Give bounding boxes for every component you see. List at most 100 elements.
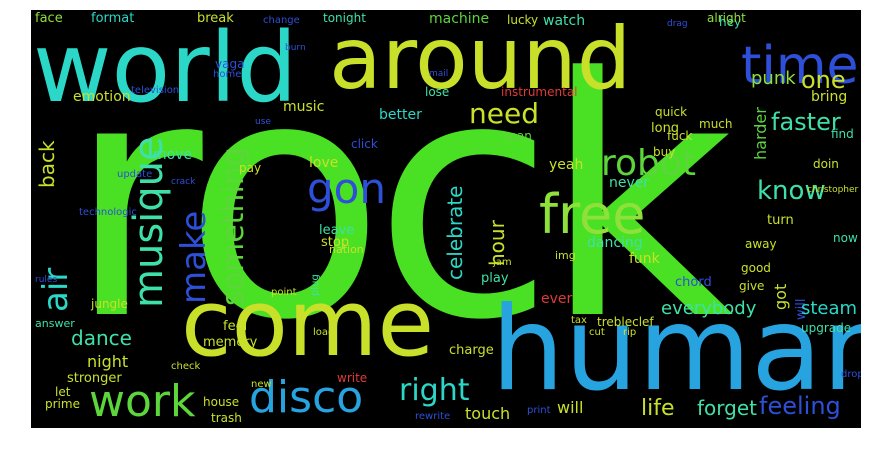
word-span: span [503,129,532,143]
word-gon: gon [307,164,386,213]
word-emotion: emotion [73,89,131,105]
word-answer: answer [35,317,75,330]
word-long: long [651,121,680,136]
word-play: play [481,271,509,286]
word-feel: feel [223,319,248,334]
word-let: let [55,385,71,399]
word-dance: dance [71,326,132,350]
word-will-small: will [557,398,584,417]
word-jungle: jungle [91,297,128,311]
word-world: world [33,12,298,124]
word-change: change [263,15,300,26]
word-life: life [641,396,675,421]
word-give: give [739,279,765,293]
word-stop: stop [321,235,350,250]
word-ever: ever [541,291,573,307]
word-instrumental: instrumental [501,85,578,99]
word-chord: chord [675,275,712,290]
word-write: write [337,371,368,385]
word-tonight: tonight [323,11,366,25]
word-point: point [271,287,297,298]
word-much: much [699,117,733,131]
word-print: print [527,405,551,416]
word-quick: quick [655,105,688,119]
word-format: format [91,11,135,26]
word-new: new [251,379,272,390]
word-robot: robot [601,143,697,184]
word-harder: harder [751,107,770,160]
word-load: crack [171,177,196,187]
word-hey: hey [719,15,742,29]
word-bring: bring [811,89,848,105]
word-christopher: christopher [807,185,859,195]
word-steam: steam [801,298,858,319]
word-touch: touch [465,404,511,423]
word-break: break [197,11,234,26]
word-free: free [539,183,646,246]
word-need: need [469,97,539,130]
word-now: now [833,231,858,245]
word-dancing: dancing [587,235,643,251]
word-prime: prime [45,397,80,411]
word-turn: turn [767,213,794,228]
word-burn: burn [285,43,306,53]
word-move: move [153,147,193,163]
word-work: work [89,376,196,427]
word-cut: cut [589,327,605,338]
word-rules: rules [35,275,58,285]
word-tax: tax [571,315,587,326]
word-rip: rip [623,327,637,338]
word-stronger: stronger [67,371,122,386]
word-back: back [35,140,59,188]
word-around: around [329,10,632,109]
word-make: make [174,210,214,304]
word-better: better [379,107,422,123]
word-drag: drag [667,19,688,29]
word-watch: watch [543,13,586,29]
word-img: img [555,249,576,262]
word-pay: pay [239,161,262,175]
word-jam: jam [493,257,512,268]
word-forget: forget [697,396,757,420]
word-charge: charge [449,343,494,358]
word-face: face [35,11,63,26]
word-machine: machine [429,11,490,27]
word-rock: rock [67,10,734,392]
word-alright: alright [707,11,746,25]
word-house: house [203,395,240,409]
word-find: find [831,127,854,141]
word-cloud: rock world around come human time free r… [31,10,861,428]
word-fuck: fuck [667,129,693,143]
word-click: click [351,137,378,151]
word-come: come [181,270,435,377]
word-lose: lose [425,85,450,99]
word-use: use [255,117,271,127]
word-update: update [117,169,153,180]
word-everybody: everybody [661,298,757,319]
word-check: check [171,361,201,372]
word-upgrade: upgrade [801,321,852,335]
word-technologic: technologic [79,207,137,218]
word-fix: plug [310,274,321,296]
word-love: love [309,155,339,171]
word-yeah: yeah [549,157,584,173]
word-leave: leave [319,223,355,238]
word-punk: punk [751,68,796,89]
word-feeling: feeling [759,392,841,420]
word-got: got [771,283,790,310]
word-music: music [283,99,325,115]
word-trebleclef: trebleclef [597,315,654,329]
word-nation: nation [329,243,364,256]
word-doin: doin [813,157,839,171]
word-good: good [741,261,771,275]
word-night: night [87,352,129,371]
word-vaga: vaga [215,57,245,71]
word-away: away [745,237,777,251]
word-plug: load [313,327,335,338]
word-funk: funk [629,251,660,267]
word-time: time [741,36,859,96]
word-mail: mail [429,69,449,79]
word-faster: faster [771,108,841,136]
word-trash: trash [211,411,242,425]
word-lucky: lucky [507,13,539,27]
